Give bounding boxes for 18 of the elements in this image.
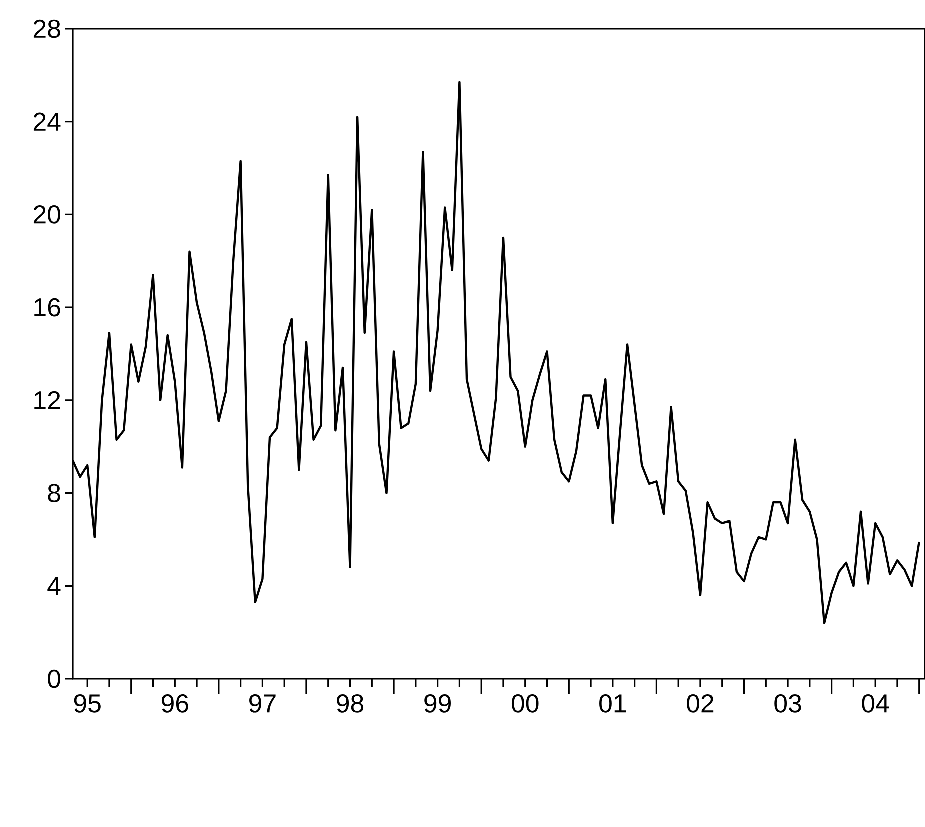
x-tick-label: 99: [424, 694, 451, 713]
x-tick-label: 00: [512, 694, 539, 713]
y-tick-label: 16: [34, 298, 60, 317]
y-tick-label: 24: [34, 112, 61, 131]
x-tick-label: 97: [250, 694, 276, 713]
x-tick-label: 01: [600, 694, 626, 713]
x-tick-label: 95: [74, 694, 101, 713]
x-tick-label: 03: [774, 694, 802, 713]
y-tick-label: 8: [48, 484, 60, 502]
y-tick-label: 4: [48, 577, 61, 596]
x-tick-label: 04: [862, 694, 890, 713]
y-tick-label: 28: [34, 20, 60, 38]
x-tick-label: 02: [687, 694, 714, 713]
x-tick-label: 98: [337, 694, 364, 713]
y-tick-label: 20: [34, 206, 60, 224]
y-tick-label: 12: [34, 391, 60, 410]
x-tick-label: 96: [162, 694, 188, 713]
y-tick-label: 0: [48, 670, 60, 688]
